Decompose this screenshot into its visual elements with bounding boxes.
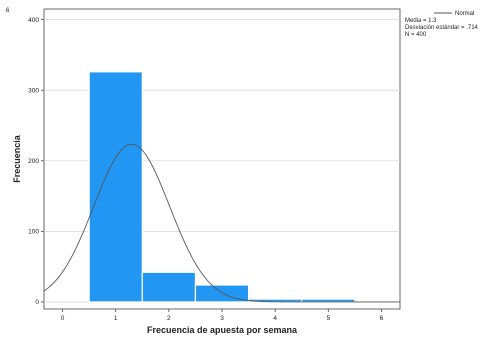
- x-tick-label: 5: [326, 315, 330, 322]
- stat-std-dev: Desviación estándar = .714: [405, 25, 479, 31]
- stat-n: N = 400: [405, 32, 427, 38]
- x-tick-label: 1: [114, 315, 118, 322]
- bar-2: [141, 271, 197, 303]
- bars: [88, 71, 356, 303]
- x-tick-label: 6: [380, 315, 384, 322]
- stat-mean: Media = 1.3: [405, 18, 437, 24]
- normal-curve: [43, 143, 400, 303]
- y-tick-label: 300: [28, 87, 39, 94]
- bar-1: [88, 71, 143, 303]
- y-tick-label: 400: [28, 17, 39, 24]
- legend: Normal: [434, 11, 474, 17]
- x-axis-title: Frecuencia de apuesta por semana: [147, 325, 298, 335]
- y-tick-label: 100: [28, 229, 39, 236]
- x-tick-label: 2: [167, 315, 171, 322]
- corner-mark: 6: [6, 8, 10, 14]
- y-axis-ticks: 0 100 200 300 400: [28, 17, 44, 306]
- y-axis-title: Frecuencia: [12, 134, 22, 183]
- x-tick-label: 0: [61, 315, 65, 322]
- stats-block: Media = 1.3 Desviación estándar = .714 N…: [405, 18, 479, 38]
- legend-normal-label: Normal: [455, 11, 474, 17]
- y-tick-label: 200: [28, 158, 39, 165]
- y-tick-label: 0: [35, 299, 39, 306]
- x-tick-label: 3: [220, 315, 224, 322]
- x-tick-label: 4: [273, 315, 277, 322]
- x-axis-ticks: 0 1 2 3 4 5 6: [61, 309, 384, 322]
